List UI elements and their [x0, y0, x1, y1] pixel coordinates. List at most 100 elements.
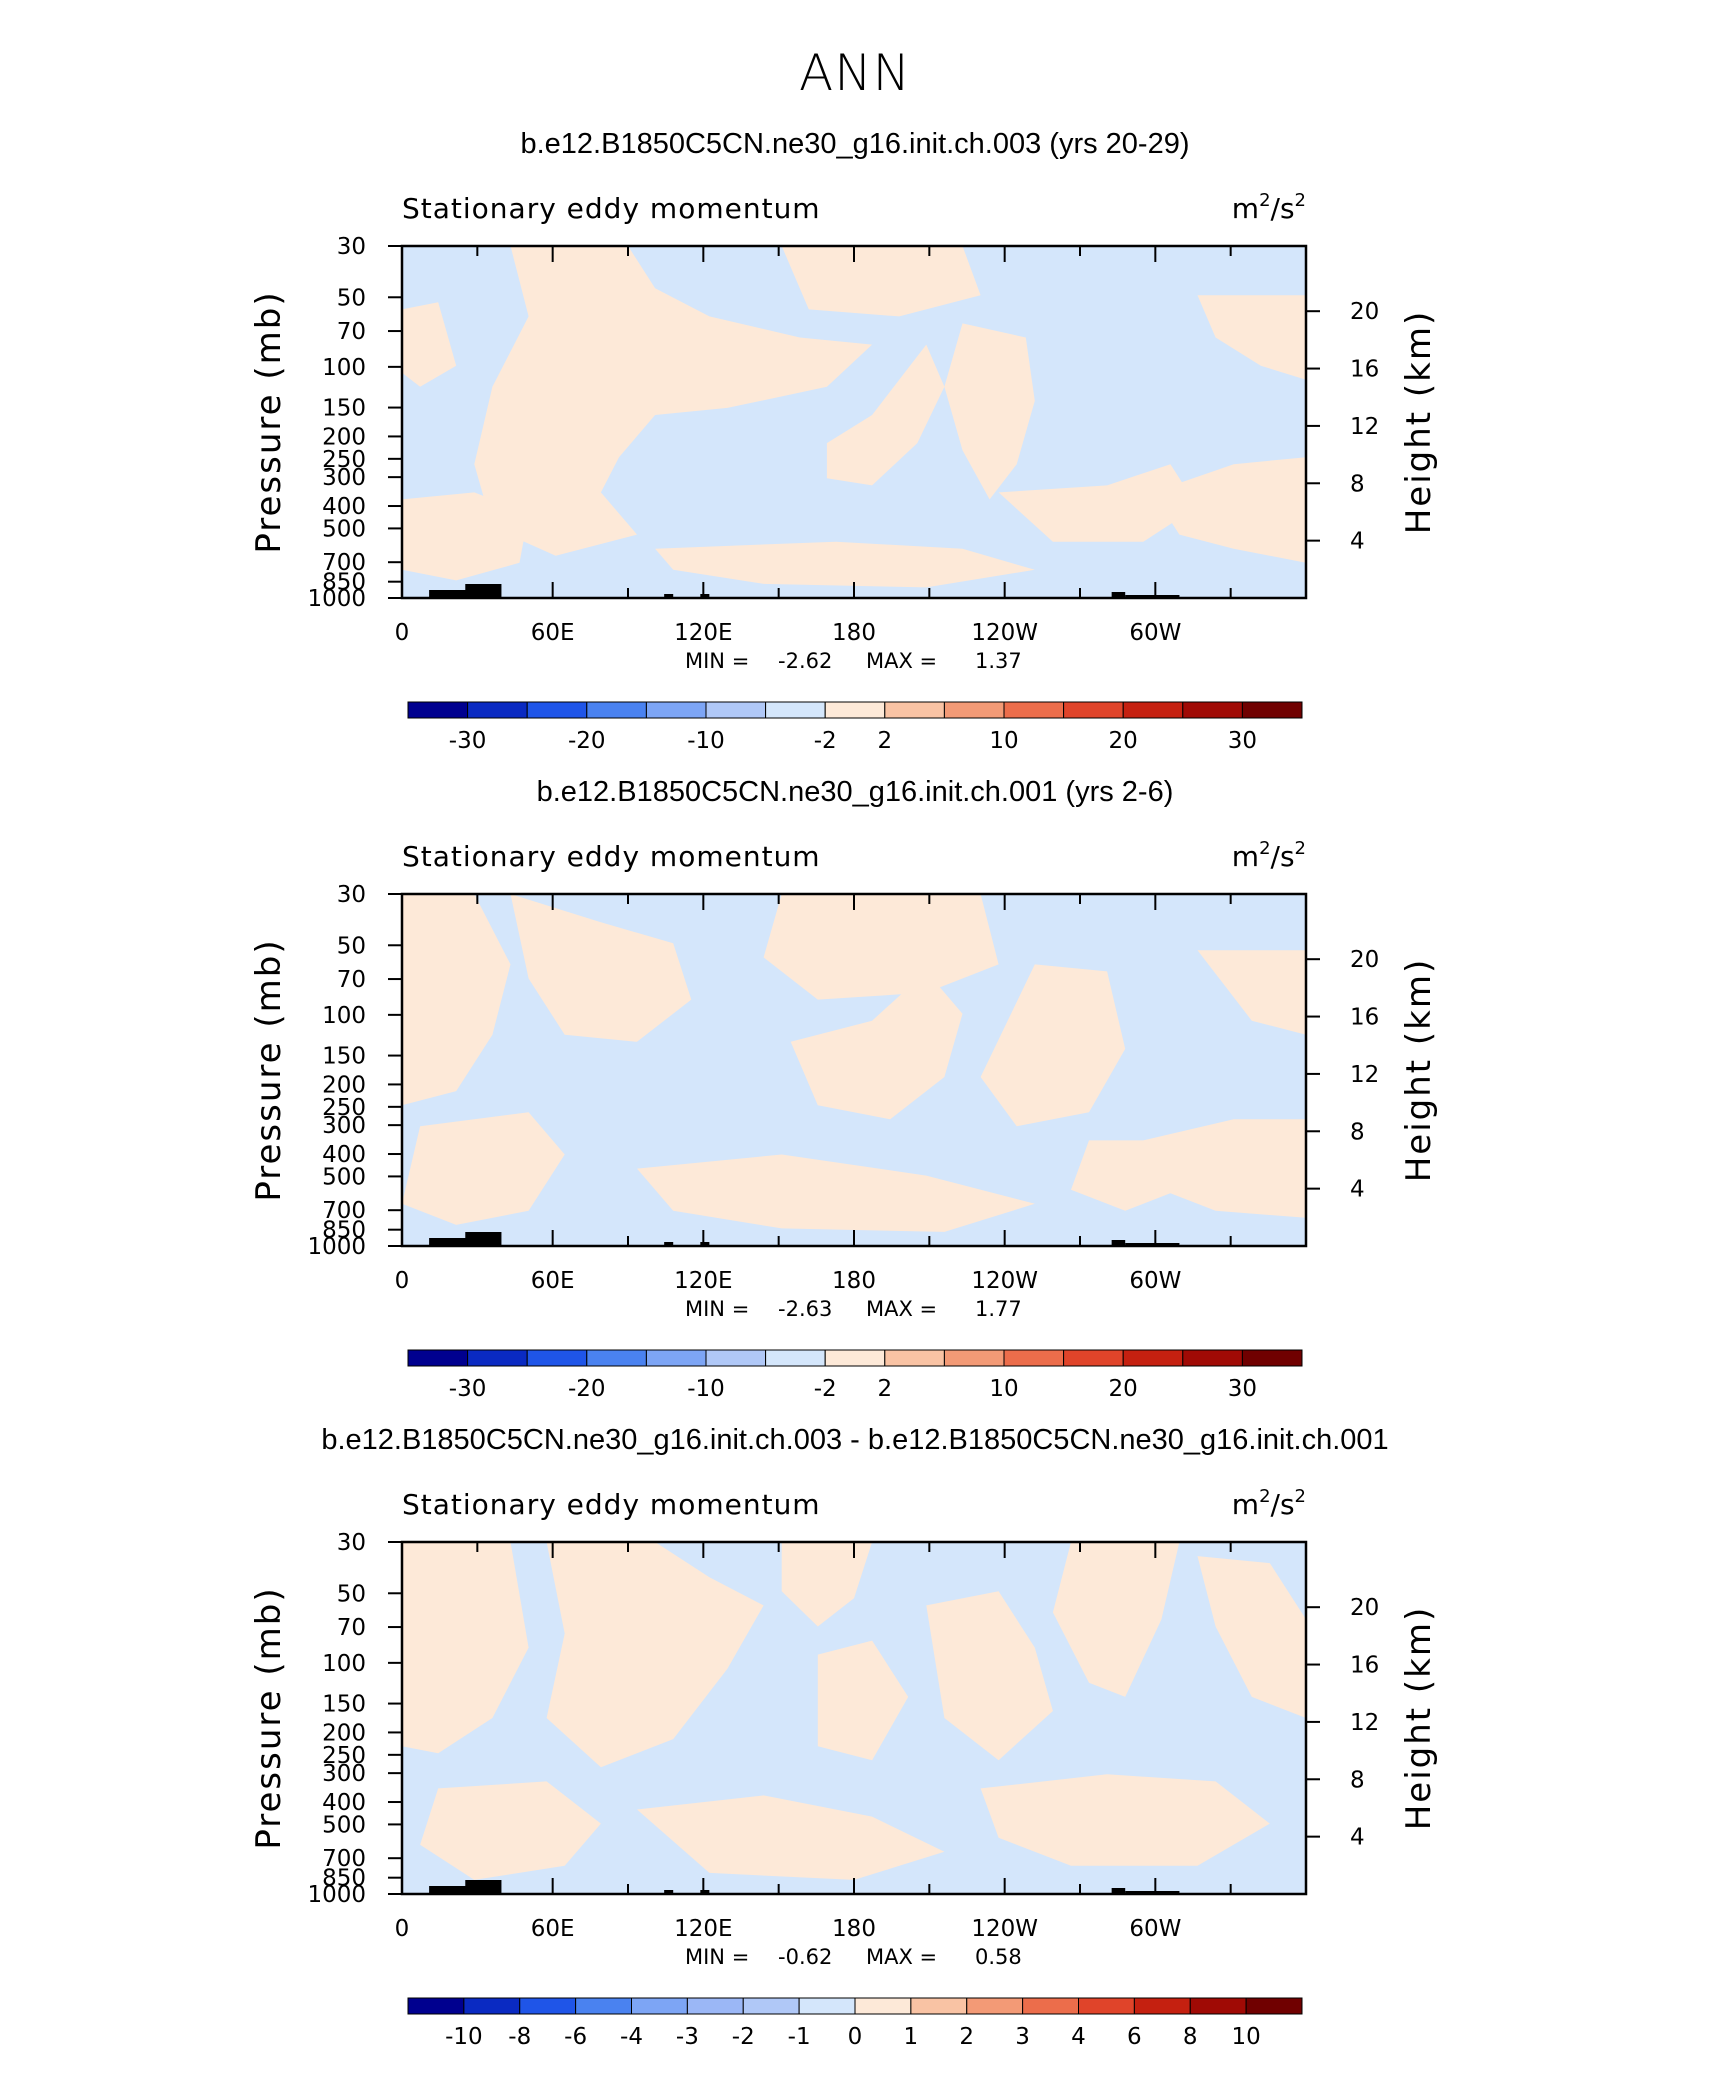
positive-region [781, 246, 981, 317]
positive-region [420, 1781, 601, 1880]
colorbar-label: -30 [449, 728, 487, 754]
positive-region [637, 1795, 945, 1880]
y2-tick-label: 20 [1350, 299, 1379, 325]
y-tick-label: 200 [322, 1720, 366, 1746]
max-value: 0.58 [975, 1945, 1022, 1969]
x-tick-label: 60E [531, 1268, 575, 1294]
colorbar-swatch [1078, 1997, 1135, 2015]
colorbar-label: -10 [445, 2024, 483, 2050]
topography [1111, 1888, 1126, 1894]
y2-tick-label: 8 [1350, 471, 1365, 497]
colorbar-swatch [966, 1997, 1024, 2015]
positive-region [790, 971, 963, 1120]
y-tick-label: 300 [322, 1761, 366, 1787]
colorbar-swatch [526, 701, 588, 719]
y-tick-label: 30 [337, 1530, 366, 1556]
x-tick-label: 120E [674, 1916, 732, 1942]
x-tick-label: 120W [971, 1916, 1038, 1942]
topography [700, 1242, 710, 1246]
y-tick-label: 200 [322, 1072, 366, 1098]
colorbar-swatch [1003, 701, 1065, 719]
y2-tick-label: 12 [1350, 1710, 1379, 1736]
colorbar-swatch [1182, 1349, 1243, 1367]
colorbar-swatch [824, 1349, 886, 1367]
colorbar-label: -4 [620, 2024, 643, 2050]
positive-regions [402, 1542, 1306, 1894]
y2-tick-label: 12 [1350, 1062, 1379, 1088]
colorbar-label: 10 [1231, 2024, 1260, 2050]
topography [700, 594, 710, 598]
colorbar-swatch [645, 701, 707, 719]
colorbar-swatch [467, 1349, 528, 1367]
colorbar-swatch [1003, 1349, 1065, 1367]
colorbar-swatch [645, 1349, 707, 1367]
topography [465, 1880, 502, 1894]
positive-region [1197, 1556, 1306, 1718]
colorbar-label: 20 [1109, 728, 1138, 754]
positive-region [655, 541, 1035, 588]
colorbar-label: 3 [1015, 2024, 1030, 2050]
colorbar-swatch [1063, 1349, 1124, 1367]
units-label: m2/s2 [1232, 1486, 1306, 1521]
max-value: 1.37 [975, 649, 1022, 673]
topography [429, 590, 484, 598]
x-tick-label: 120W [971, 1268, 1038, 1294]
colorbar-swatch [1182, 701, 1243, 719]
colorbar-swatch [824, 701, 886, 719]
y-tick-label: 700 [322, 1846, 366, 1872]
colorbar-label: -20 [568, 1376, 606, 1402]
x-tick-label: 180 [832, 620, 876, 646]
y-axis-label: Pressure (mb) [249, 290, 289, 553]
colorbar-swatch [463, 1997, 521, 2015]
positive-region [944, 323, 1035, 500]
y-tick-label: 1000 [307, 1882, 366, 1908]
y-tick-label: 100 [322, 1003, 366, 1029]
y-tick-label: 30 [337, 882, 366, 908]
topography [1125, 1891, 1180, 1894]
colorbar-swatch [575, 1997, 632, 2015]
colorbar-swatch [705, 701, 767, 719]
colorbar-swatch [519, 1997, 577, 2015]
panel-title: b.e12.B1850C5CN.ne30_g16.init.ch.001 (yr… [536, 776, 1174, 808]
colorbar-swatch [854, 1997, 912, 2015]
y-tick-label: 30 [337, 234, 366, 260]
y-tick-label: 850 [322, 570, 366, 596]
y-tick-label: 1000 [307, 586, 366, 612]
topography [700, 1890, 710, 1894]
topography [664, 1890, 674, 1894]
y-tick-label: 850 [322, 1218, 366, 1244]
colorbar-label: 8 [1183, 2024, 1198, 2050]
colorbar-label: -10 [687, 1376, 725, 1402]
x-tick-label: 0 [395, 620, 410, 646]
colorbar-swatch [1189, 1997, 1247, 2015]
y-tick-label: 150 [322, 1044, 366, 1070]
y-tick-label: 150 [322, 1692, 366, 1718]
colorbar-swatch [884, 1349, 945, 1367]
colorbar-label: 0 [848, 2024, 863, 2050]
colorbar-swatch [686, 1997, 744, 2015]
colorbar: -30 -20 -10 -2 2 10 20 30 [407, 701, 1303, 754]
y-tick-label: 50 [337, 933, 366, 959]
positive-regions [402, 246, 1306, 598]
positive-region [1197, 295, 1306, 380]
topography [465, 584, 502, 598]
topography [429, 1886, 484, 1894]
topography [465, 1232, 502, 1246]
positive-region [474, 246, 873, 556]
min-value: -2.62 [778, 649, 832, 673]
positive-region [980, 964, 1126, 1127]
topography [1125, 595, 1180, 598]
colorbar-swatch [1241, 1349, 1303, 1367]
colorbar-label: -6 [564, 2024, 587, 2050]
min-label: MIN = [685, 1297, 749, 1321]
y-tick-label: 250 [322, 1743, 366, 1769]
positive-region [763, 894, 999, 1000]
positive-region [402, 1542, 529, 1754]
colorbar-swatch [407, 1349, 469, 1367]
y2-tick-label: 16 [1350, 1653, 1379, 1679]
colorbar-label: -30 [449, 1376, 487, 1402]
colorbar-swatch [884, 701, 945, 719]
positive-region [1071, 1140, 1198, 1211]
y2-tick-label: 20 [1350, 947, 1379, 973]
